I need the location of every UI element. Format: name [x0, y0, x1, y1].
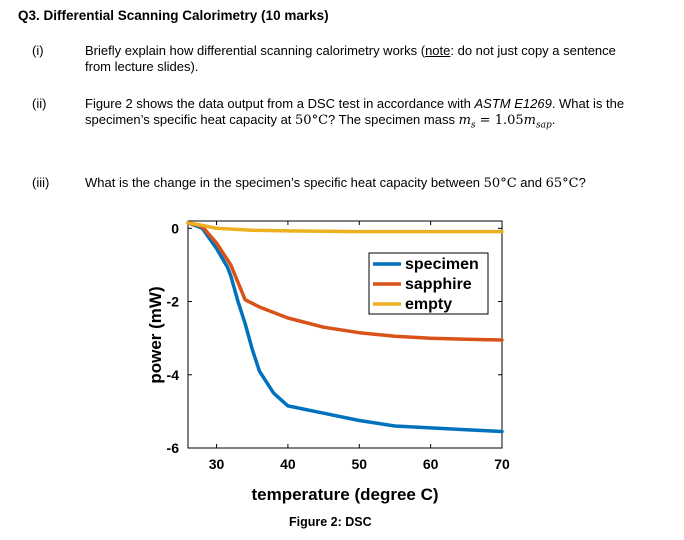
- x-tick-label: 40: [280, 456, 296, 472]
- y-tick-label: 0: [171, 220, 179, 236]
- series-line-empty: [186, 221, 504, 234]
- note-label: note: [425, 43, 451, 58]
- part-i-text: Briefly explain how differential scannin…: [85, 43, 616, 74]
- part-number: (i): [32, 43, 44, 58]
- series-line-sapphire: [186, 221, 504, 342]
- x-tick-label: 30: [209, 456, 225, 472]
- series-line-specimen: [186, 221, 504, 434]
- part-number: (iii): [32, 175, 50, 190]
- plot-frame: [187, 220, 503, 449]
- x-tick-label: 60: [423, 456, 439, 472]
- figure-caption: Figure 2: DSC: [289, 515, 372, 529]
- y-tick-label: -6: [167, 440, 180, 456]
- part-number: (ii): [32, 96, 47, 111]
- x-tick-label: 50: [351, 456, 367, 472]
- part-iii-text: What is the change in the specimen’s spe…: [85, 175, 586, 191]
- legend-label-specimen: specimen: [405, 256, 479, 273]
- x-tick-label: 70: [494, 456, 510, 472]
- legend: specimen sapphire empty: [368, 252, 489, 315]
- part-ii-text: Figure 2 shows the data output from a DS…: [85, 96, 625, 131]
- y-tick-label: -4: [167, 367, 180, 383]
- standard-name: ASTM E1269: [474, 96, 552, 111]
- legend-label-sapphire: sapphire: [405, 276, 472, 293]
- question-title: Q3. Differential Scanning Calorimetry (1…: [18, 8, 329, 23]
- y-tick-label: -2: [167, 294, 180, 310]
- x-axis-label: temperature (degree C): [251, 485, 438, 504]
- y-axis-label: power (mW): [146, 286, 165, 383]
- legend-label-empty: empty: [405, 296, 452, 313]
